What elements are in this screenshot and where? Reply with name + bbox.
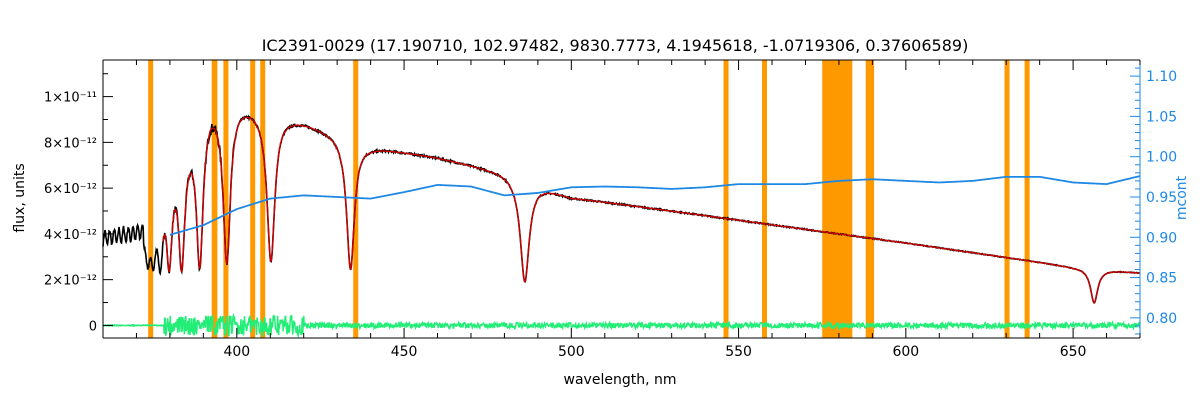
y-tick-label: 4×10⁻¹² [44, 228, 97, 243]
series-model [162, 116, 1141, 304]
y2-tick-label: 1.05 [1146, 109, 1177, 125]
masked-region [260, 60, 266, 338]
series-layer [102, 114, 1141, 339]
x-tick-label: 450 [391, 344, 418, 360]
y2-tick-label: 1.10 [1146, 69, 1177, 85]
masked-region [1004, 60, 1010, 338]
masked-region [250, 60, 256, 338]
series-mcont [169, 175, 1141, 236]
series-observed [102, 114, 1140, 304]
y2-tick-label: 1.00 [1146, 150, 1177, 166]
y-tick-label: 1×10⁻¹¹ [44, 91, 97, 106]
y-axis-label: flux, units [12, 163, 28, 232]
x-tick-label: 500 [558, 344, 585, 360]
masked-region [822, 60, 853, 338]
y2-tick-label: 0.85 [1146, 271, 1177, 287]
axes-layer: 400 450 500 550 600 650 0 2×10⁻¹² 4×10⁻¹² 6×10⁻¹²… [44, 59, 1177, 360]
masked-regions [148, 60, 1030, 338]
x-tick-label: 550 [725, 344, 752, 360]
masked-region [1024, 60, 1030, 338]
series-residual [102, 312, 1141, 339]
y-tick-label: 6×10⁻¹² [44, 182, 97, 197]
masked-region [761, 60, 768, 338]
chart-title: IC2391-0029 (17.190710, 102.97482, 9830.… [262, 36, 969, 55]
y2-axis-label: mcont [1174, 175, 1190, 220]
y2-tick-label: 0.90 [1146, 230, 1177, 246]
masked-region [223, 60, 229, 338]
y2-tick-label: 0.95 [1146, 190, 1177, 206]
masked-region [865, 60, 875, 338]
masked-region [723, 60, 729, 338]
masked-region [148, 60, 154, 338]
x-tick-label: 650 [1060, 344, 1087, 360]
y2-tick-label: 0.80 [1146, 311, 1177, 327]
x-tick-label: 600 [892, 344, 919, 360]
y-tick-label: 0 [89, 319, 97, 334]
y-tick-label: 2×10⁻¹² [44, 274, 97, 289]
x-axis-label: wavelength, nm [564, 372, 677, 388]
x-tick-label: 400 [223, 344, 250, 360]
masked-region [211, 60, 218, 338]
y-tick-label: 8×10⁻¹² [44, 136, 97, 151]
